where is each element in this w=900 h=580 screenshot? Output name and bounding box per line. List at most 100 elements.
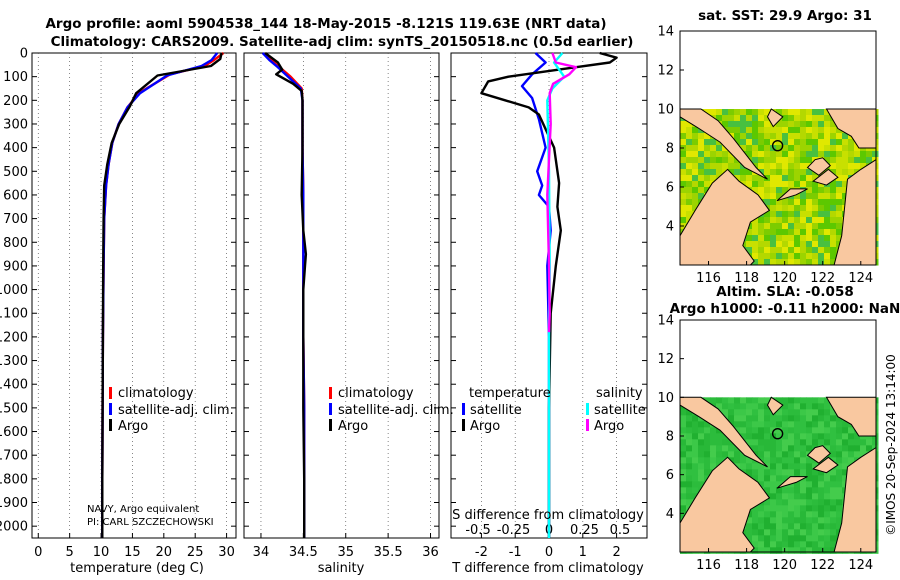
data-cell xyxy=(860,451,867,458)
data-cell xyxy=(746,235,753,242)
data-cell xyxy=(818,409,825,416)
data-cell xyxy=(752,523,759,530)
data-cell xyxy=(776,469,783,476)
data-cell xyxy=(710,451,717,458)
data-cell xyxy=(824,523,831,530)
data-cell xyxy=(680,421,687,428)
data-cell xyxy=(848,439,855,446)
data-cell xyxy=(770,439,777,446)
data-cell xyxy=(830,457,837,464)
data-cell xyxy=(830,205,837,212)
data-cell xyxy=(680,439,687,446)
data-cell xyxy=(770,421,777,428)
data-cell xyxy=(812,241,819,248)
data-cell xyxy=(776,487,783,494)
data-cell xyxy=(800,541,807,548)
data-cell xyxy=(788,109,795,116)
data-cell xyxy=(806,169,813,176)
data-cell xyxy=(692,199,699,206)
data-cell xyxy=(830,433,837,440)
data-cell xyxy=(758,127,765,134)
data-cell xyxy=(680,169,687,176)
data-cell xyxy=(788,541,795,548)
data-cell xyxy=(800,151,807,158)
data-cell xyxy=(704,151,711,158)
data-cell xyxy=(812,217,819,224)
data-cell xyxy=(794,529,801,536)
data-cell xyxy=(746,403,753,410)
data-cell xyxy=(800,487,807,494)
data-cell xyxy=(716,145,723,152)
data-cell xyxy=(770,481,777,488)
data-cell xyxy=(830,235,837,242)
data-cell xyxy=(776,109,783,116)
data-cell xyxy=(770,127,777,134)
y-tick-label: 1100 xyxy=(0,307,28,322)
data-cell xyxy=(776,463,783,470)
data-cell xyxy=(842,445,849,452)
data-cell xyxy=(782,529,789,536)
y-tick-label: 1400 xyxy=(0,378,28,393)
data-cell xyxy=(740,133,747,140)
data-cell xyxy=(872,433,879,440)
data-cell xyxy=(692,445,699,452)
data-cell xyxy=(746,427,753,434)
data-cell xyxy=(818,541,825,548)
y-tick-label: 1900 xyxy=(0,496,28,511)
data-cell xyxy=(836,463,843,470)
figure-title-line2: Climatology: CARS2009. Satellite-adj cli… xyxy=(51,34,634,50)
data-cell xyxy=(818,235,825,242)
x-tick-label: 5 xyxy=(66,545,74,560)
legend-label-sal-satellite: satellite xyxy=(594,403,646,418)
data-cell xyxy=(782,133,789,140)
data-cell xyxy=(824,133,831,140)
data-cell xyxy=(722,439,729,446)
data-cell xyxy=(830,169,837,176)
data-cell xyxy=(770,157,777,164)
data-cell xyxy=(806,205,813,212)
data-cell xyxy=(746,439,753,446)
data-cell xyxy=(722,163,729,170)
data-cell xyxy=(752,133,759,140)
data-cell xyxy=(800,403,807,410)
data-cell xyxy=(830,163,837,170)
series-argo xyxy=(264,52,308,538)
data-cell xyxy=(692,151,699,158)
y-tick-label: 2000 xyxy=(0,520,28,535)
data-cell xyxy=(776,475,783,482)
data-cell xyxy=(716,163,723,170)
data-cell xyxy=(818,535,825,542)
data-cell xyxy=(704,421,711,428)
data-cell xyxy=(818,511,825,518)
data-cell xyxy=(758,523,765,530)
data-cell xyxy=(824,415,831,422)
data-cell xyxy=(782,127,789,134)
data-cell xyxy=(752,403,759,410)
data-cell xyxy=(710,163,717,170)
data-cell xyxy=(812,535,819,542)
data-cell xyxy=(842,151,849,158)
y-tick-label: 4 xyxy=(666,220,674,235)
data-cell xyxy=(818,205,825,212)
data-cell xyxy=(770,169,777,176)
data-cell xyxy=(764,505,771,512)
data-cell xyxy=(764,481,771,488)
data-cell xyxy=(794,433,801,440)
data-cell xyxy=(794,151,801,158)
data-cell xyxy=(770,253,777,260)
data-cell xyxy=(830,211,837,218)
data-cell xyxy=(836,427,843,434)
data-cell xyxy=(812,187,819,194)
data-cell xyxy=(740,457,747,464)
data-cell xyxy=(830,253,837,260)
data-cell xyxy=(692,181,699,188)
data-cell xyxy=(806,445,813,452)
data-cell xyxy=(752,253,759,260)
data-cell xyxy=(734,109,741,116)
salinity-panel: 34 34.5 35 35.5 36 xyxy=(243,52,440,560)
data-cell xyxy=(770,151,777,158)
data-cell xyxy=(764,427,771,434)
data-cell xyxy=(788,403,795,410)
data-cell xyxy=(752,415,759,422)
data-cell xyxy=(842,469,849,476)
